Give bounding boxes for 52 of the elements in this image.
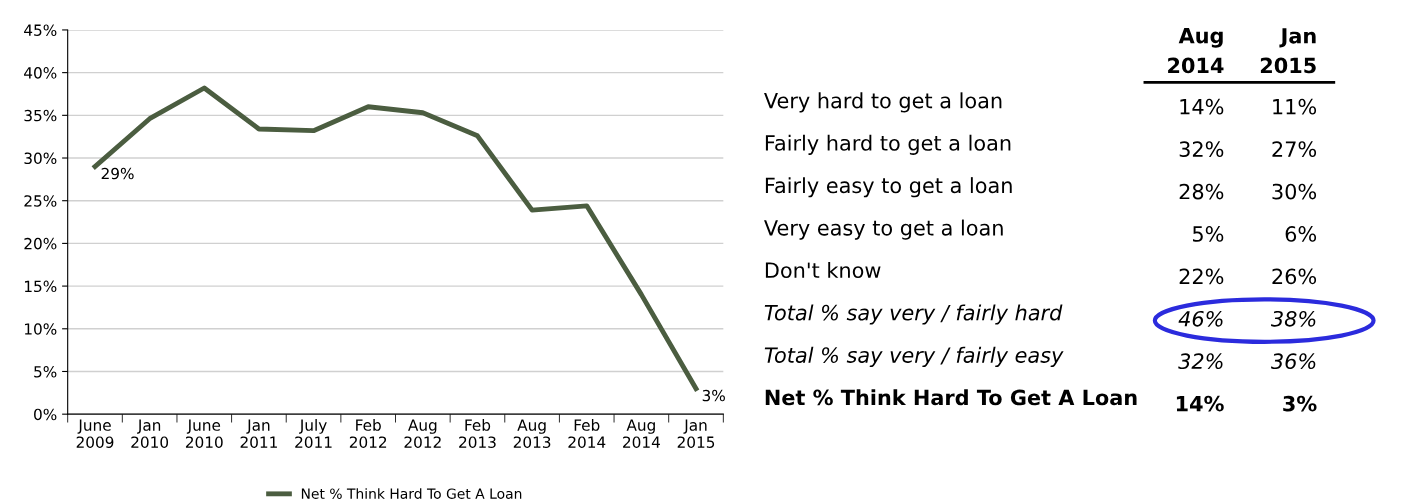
x-tick-label: June 2010 (185, 419, 223, 448)
data-label: 11% (1273, 98, 1317, 115)
data-label: 46% (1178, 310, 1223, 327)
x-tick-label: Feb 2012 (349, 419, 387, 448)
data-label: 32% (1178, 353, 1223, 370)
category-label: Net % Think Hard To Get A Loan (765, 389, 1137, 406)
x-tick-label: Aug 2012 (404, 419, 441, 448)
x-tick-label: Jan 2010 (131, 419, 169, 448)
data-label: 3% (1283, 395, 1317, 412)
category-label: Fairly hard to get a loan (765, 134, 1011, 155)
data-label: 28% (1179, 183, 1224, 200)
y-tick-label: 15% (24, 280, 57, 293)
y-tick-label: 30% (24, 152, 57, 165)
data-label: 14% (1180, 98, 1224, 115)
x-tick-label: July 2011 (295, 419, 332, 448)
category-label: Fairly easy to get a loan (765, 177, 1012, 198)
category-label: Very hard to get a loan (764, 92, 1002, 113)
line-series (92, 85, 699, 391)
x-tick-label: Jan 2011 (240, 419, 277, 448)
y-tick-label: 35% (24, 109, 57, 122)
data-label: 38% (1270, 310, 1316, 327)
text: Jan 2015 (1260, 28, 1316, 74)
legend-label: Net % Think Hard To Get A Loan (301, 488, 522, 499)
x-tick-label: Feb 2014 (568, 419, 606, 448)
data-label: 36% (1270, 353, 1316, 370)
category-label: Total % say very / fairly hard (764, 304, 1063, 325)
x-tick-label: Aug 2013 (513, 419, 551, 448)
data-label: 29% (101, 167, 134, 180)
y-tick-label: 0% (34, 408, 57, 421)
data-label: 3% (702, 389, 725, 402)
y-tick-label: 45% (24, 24, 57, 36)
category-label: Very easy to get a loan (764, 219, 1003, 240)
y-tick-label: 10% (24, 323, 57, 335)
data-label: 14% (1176, 395, 1224, 412)
y-tick-label: 20% (24, 237, 57, 250)
text: Aug 2014 (1168, 28, 1224, 74)
y-tick-label: 40% (24, 67, 57, 79)
category-label: Total % say very / fairly easy (764, 346, 1064, 367)
category-label: Don't know (765, 261, 881, 279)
data-label: 22% (1179, 268, 1224, 285)
y-tick-label: 5% (34, 365, 57, 378)
y-tick-label: 25% (24, 195, 57, 207)
x-tick-label: Aug 2014 (623, 419, 660, 448)
x-tick-label: Feb 2013 (459, 419, 496, 448)
x-tick-label: Jan 2015 (677, 419, 715, 448)
data-label: 6% (1285, 226, 1317, 242)
data-label: 26% (1272, 268, 1317, 285)
data-label: 32% (1179, 141, 1224, 157)
data-label: 27% (1272, 141, 1317, 157)
x-tick-label: June 2009 (76, 419, 114, 448)
data-label: 5% (1193, 226, 1224, 242)
data-label: 30% (1272, 183, 1317, 200)
